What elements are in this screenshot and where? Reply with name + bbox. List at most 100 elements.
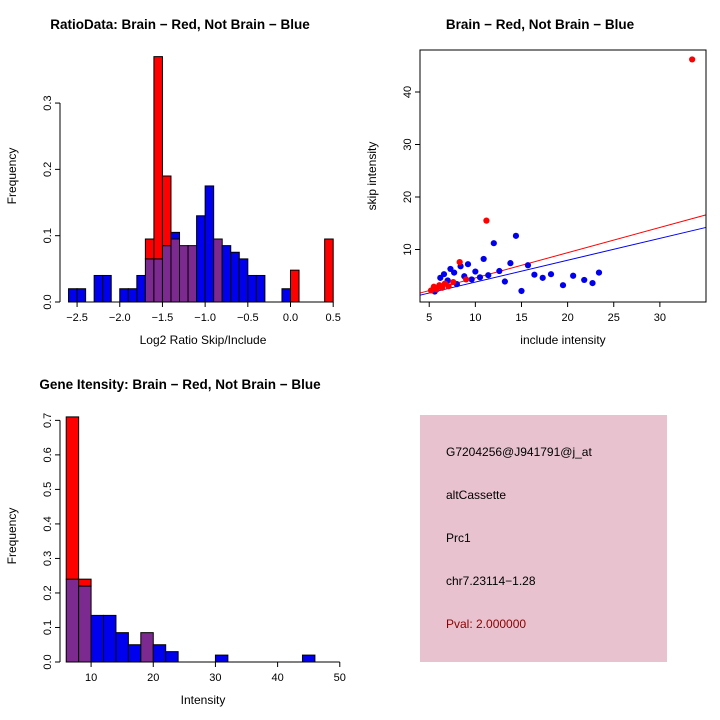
y-tick-label: 30 bbox=[402, 138, 414, 150]
scatter-point-blue bbox=[539, 274, 546, 281]
hist-bar-blue bbox=[76, 288, 87, 303]
hist-bar-red bbox=[78, 578, 92, 587]
y-tick-label: 40 bbox=[402, 86, 414, 98]
hist-bar-overlap bbox=[161, 245, 172, 303]
scatter-point-blue bbox=[570, 272, 577, 279]
scatter-point-red bbox=[689, 56, 696, 63]
plot-box bbox=[419, 49, 707, 303]
hist-bar-red bbox=[65, 416, 80, 580]
x-tick-label: 15 bbox=[515, 312, 527, 324]
scatter-point-blue bbox=[451, 269, 458, 276]
x-tick-label: −1.0 bbox=[194, 312, 216, 324]
hist-bar-overlap bbox=[144, 258, 155, 303]
y-tick-label: 0.1 bbox=[42, 228, 54, 243]
gene-intensity-histogram-title: Gene Itensity: Brain − Red, Not Brain − … bbox=[39, 377, 321, 392]
y-tick-label: 0.2 bbox=[42, 585, 54, 600]
x-tick-label: 20 bbox=[147, 672, 159, 684]
hist-bar-blue bbox=[93, 274, 104, 303]
hist-bar-blue bbox=[221, 245, 232, 303]
scatter-point-blue bbox=[531, 271, 538, 278]
hist-bar-red bbox=[144, 238, 155, 260]
scatter-point-red bbox=[483, 217, 490, 224]
y-tick-label: 0.3 bbox=[42, 95, 54, 110]
scatter-point-blue bbox=[490, 240, 497, 247]
y-tick-label: 0.6 bbox=[42, 447, 54, 462]
hist-bar-overlap bbox=[78, 585, 92, 663]
y-tick-label: 10 bbox=[402, 243, 414, 255]
scatter-point-red bbox=[456, 259, 463, 266]
x-tick-label: 0.5 bbox=[326, 312, 341, 324]
scatter-point-blue bbox=[581, 276, 588, 284]
scatter-point-blue bbox=[512, 232, 520, 239]
hist-bar-overlap bbox=[213, 238, 223, 303]
hist-bar-overlap bbox=[65, 578, 80, 663]
y-axis-label: Frequency bbox=[5, 508, 19, 565]
scatter-point-blue bbox=[501, 278, 508, 285]
panel-info: G7204256@J941791@j_at altCassette Prc1 c… bbox=[360, 360, 720, 720]
y-tick-label: 20 bbox=[402, 191, 414, 203]
hist-bar-blue bbox=[238, 258, 249, 303]
ratio-histogram-title: RatioData: Brain − Red, Not Brain − Blue bbox=[50, 17, 310, 32]
pval-text: Pval: 2.000000 bbox=[446, 617, 527, 631]
probe-id-text: G7204256@J941791@j_at bbox=[446, 445, 592, 459]
y-axis-label: Frequency bbox=[5, 148, 19, 205]
hist-bar-overlap bbox=[187, 245, 198, 303]
x-tick-label: 30 bbox=[209, 672, 221, 684]
hist-bar-blue bbox=[115, 632, 129, 663]
hist-bar-blue bbox=[127, 288, 138, 303]
ratio-histogram-canvas: −2.5 −2.0 −1.5 −1.0 −0.5 0.0 0.5 0.0 0.1 0.2 0.3 Lo… bbox=[5, 56, 341, 347]
hist-bar-blue bbox=[90, 614, 105, 663]
scatter-point-blue bbox=[485, 272, 492, 279]
hist-bar-blue bbox=[247, 274, 257, 303]
hist-bar-blue bbox=[103, 614, 117, 663]
intensity-scatter-canvas: 5 10 15 20 25 30 10 20 30 40 include intensity skip… bbox=[365, 49, 707, 347]
hist-bar-blue bbox=[204, 185, 215, 303]
intensity-scatter-title: Brain − Red, Not Brain − Blue bbox=[445, 17, 635, 32]
x-axis-label: Log2 Ratio Skip/Include bbox=[140, 333, 267, 347]
scatter-point-blue bbox=[507, 260, 514, 267]
x-tick-label: −2.0 bbox=[109, 312, 131, 324]
y-tick-label: 0.4 bbox=[42, 516, 54, 531]
hist-bar-red bbox=[324, 238, 334, 303]
y-tick-label: 0.0 bbox=[42, 294, 54, 309]
x-tick-label: 5 bbox=[426, 312, 432, 324]
y-tick-label: 0.5 bbox=[42, 482, 54, 497]
event-type-text: altCassette bbox=[446, 488, 507, 502]
x-axis-label: Intensity bbox=[181, 693, 226, 707]
hist-bar-blue bbox=[230, 251, 240, 303]
x-tick-label: 10 bbox=[469, 312, 481, 324]
hist-bar-blue bbox=[68, 288, 78, 303]
hist-bar-blue bbox=[152, 644, 167, 663]
hist-bar-blue bbox=[214, 654, 229, 663]
gene-intensity-histogram-canvas: 10 20 30 40 50 0.0 0.1 0.2 0.3 0.4 0.5 0.6 0.7 Intens… bbox=[5, 413, 346, 707]
x-tick-label: −1.5 bbox=[152, 312, 174, 324]
x-tick-label: −2.5 bbox=[66, 312, 88, 324]
x-tick-label: 50 bbox=[334, 672, 346, 684]
scatter-point-blue bbox=[480, 255, 487, 263]
info-box: G7204256@J941791@j_at altCassette Prc1 c… bbox=[420, 415, 667, 662]
hist-bar-overlap bbox=[153, 258, 163, 303]
hist-bar-blue bbox=[136, 274, 146, 303]
scatter-point-blue bbox=[468, 276, 475, 283]
hist-bar-red bbox=[290, 269, 300, 303]
panel-gene-intensity-histogram: Gene Itensity: Brain − Red, Not Brain − … bbox=[0, 360, 360, 720]
y-tick-label: 0.7 bbox=[42, 413, 54, 428]
hist-bar-blue bbox=[301, 654, 316, 663]
y-tick-label: 0.0 bbox=[42, 654, 54, 669]
x-tick-label: −0.5 bbox=[237, 312, 259, 324]
scatter-point-red bbox=[450, 278, 457, 286]
scatter-point-blue bbox=[559, 282, 567, 289]
hist-bar-red bbox=[153, 56, 163, 260]
scatter-point-blue bbox=[524, 262, 532, 269]
y-tick-label: 0.3 bbox=[42, 551, 54, 566]
y-axis-label: skip intensity bbox=[365, 142, 379, 211]
x-tick-label: 40 bbox=[271, 672, 283, 684]
scatter-point-blue bbox=[547, 271, 555, 278]
scatter-point-blue bbox=[472, 268, 479, 275]
x-tick-label: 20 bbox=[561, 312, 573, 324]
scatter-point-red bbox=[445, 283, 452, 290]
x-tick-label: 30 bbox=[654, 312, 666, 324]
x-tick-label: 0.0 bbox=[283, 312, 298, 324]
panel-intensity-scatter: Brain − Red, Not Brain − Blue 5 10 15 20 25 3… bbox=[360, 0, 720, 360]
